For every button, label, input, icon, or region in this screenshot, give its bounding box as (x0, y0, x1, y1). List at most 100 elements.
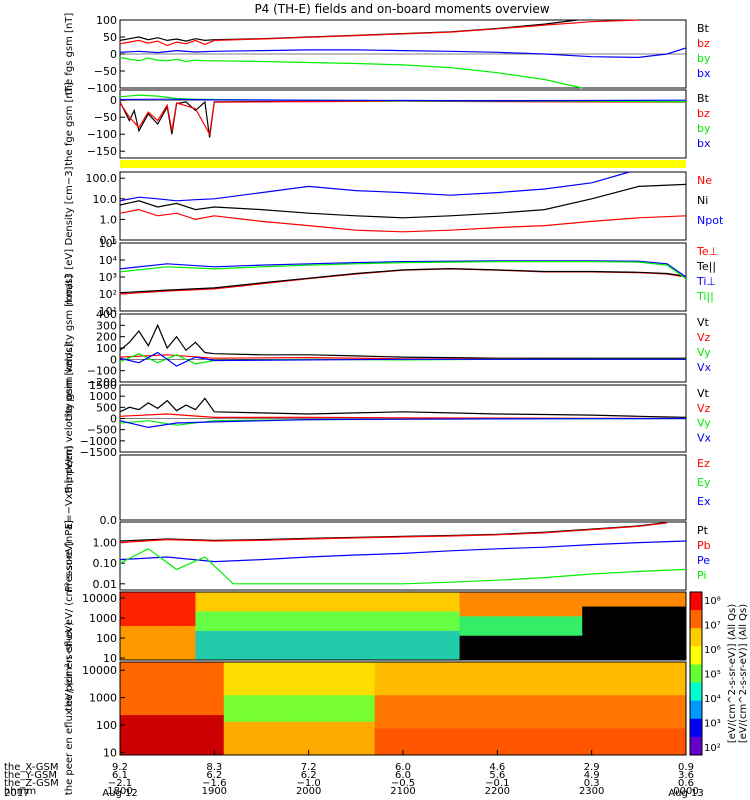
spectrogram-cell (280, 668, 291, 676)
spectrogram-cell (167, 645, 178, 651)
spectrogram-cell (148, 606, 159, 612)
spectrogram-cell (572, 688, 583, 696)
spectrogram-cell (676, 688, 687, 696)
spectrogram-cell (591, 748, 602, 756)
y-tick-label: −100 (87, 128, 117, 141)
spectrogram-cell (610, 681, 621, 690)
spectrogram-cell (365, 668, 376, 676)
spectrogram-cell (346, 668, 357, 676)
spectrogram-cell (563, 681, 574, 690)
spectrogram-cell (487, 616, 498, 622)
spectrogram-cell (233, 606, 244, 612)
spectrogram-cell (421, 596, 432, 603)
spectrogram-cell (619, 721, 630, 729)
spectrogram-cell (601, 596, 612, 603)
spectrogram-cell (535, 688, 545, 696)
spectrogram-cell (233, 701, 244, 709)
spectrogram-cell (223, 668, 234, 676)
spectrogram-cell (148, 635, 159, 642)
spectrogram-cell (252, 630, 262, 637)
spectrogram-cell (478, 645, 489, 651)
y-tick-label: 100 (96, 342, 117, 355)
x-row-value: 6.0 (395, 762, 411, 773)
spectrogram-cell (318, 735, 329, 743)
spectrogram-cell (629, 640, 640, 646)
spectrogram-cell (572, 596, 583, 603)
spectrogram-cell (346, 708, 357, 716)
spectrogram-cell (374, 630, 385, 637)
spectrogram-cell (506, 728, 517, 736)
spectrogram-cell (563, 728, 574, 736)
spectrogram-cell (233, 662, 244, 670)
y-tick-label: −500 (87, 424, 117, 437)
spectrogram-cell (167, 592, 178, 598)
spectrogram-cell (648, 708, 659, 716)
spectrogram-cell (186, 650, 196, 656)
spectrogram-cell (148, 596, 159, 603)
spectrogram-cell (629, 715, 640, 723)
spectrogram-cell (176, 681, 187, 690)
spectrogram-cell (336, 708, 347, 716)
spectrogram-cell (676, 701, 687, 709)
y-tick-label: 100.0 (86, 172, 118, 185)
spectrogram-cell (346, 748, 357, 756)
spectrogram-cell (242, 748, 253, 756)
spectrogram-cell (431, 592, 442, 598)
spectrogram-cell (487, 688, 498, 696)
spectrogram-cell (270, 728, 281, 736)
spectrogram-cell (525, 721, 536, 729)
spectrogram-cell (403, 741, 413, 749)
spectrogram-cell (393, 662, 404, 670)
spectrogram-cell (421, 645, 432, 651)
spectrogram-cell (648, 596, 659, 603)
spectrogram-cell (667, 675, 678, 683)
spectrogram-cell (553, 645, 564, 651)
y-axis-title: the fgs gsm [nT] (64, 13, 75, 96)
spectrogram-cell (535, 621, 545, 627)
spectrogram-cell (289, 675, 300, 683)
spectrogram-cell (525, 621, 536, 627)
spectrogram-cell (638, 650, 649, 656)
spectrogram-cell (336, 601, 347, 608)
spectrogram-cell (676, 735, 687, 743)
spectrogram-cell (299, 701, 310, 709)
spectrogram-cell (431, 640, 442, 646)
spectrogram-cell (393, 640, 404, 646)
spectrogram-cell (478, 715, 489, 723)
spectrogram-cell (138, 650, 149, 656)
spectrogram-cell (280, 626, 291, 632)
spectrogram-cell (318, 596, 329, 603)
spectrogram-cell (157, 601, 168, 608)
spectrogram-cell (355, 635, 366, 642)
spectrogram-cell (280, 635, 291, 642)
spectrogram-cell (365, 592, 376, 598)
spectrogram-cell (676, 681, 687, 690)
spectrogram-cell (544, 640, 555, 646)
spectrogram-cell (506, 721, 517, 729)
spectrogram-cell (299, 721, 310, 729)
spectrogram-cell (176, 721, 187, 729)
spectrogram-cell (374, 655, 385, 661)
spectrogram-cell (176, 695, 187, 703)
spectrogram-cell (582, 592, 593, 598)
spectrogram-cell (318, 630, 329, 637)
spectrogram-cell (572, 675, 583, 683)
spectrogram-cell (582, 695, 593, 703)
spectrogram-cell (497, 635, 508, 642)
colorbar-frame (689, 591, 703, 756)
spectrogram-cell (638, 715, 649, 723)
spectrogram-cell (242, 626, 253, 632)
legend-label: Ez (697, 457, 710, 470)
spectrogram-cell (648, 606, 659, 612)
series-line-Vt (119, 397, 687, 418)
spectrogram-cell (667, 645, 678, 651)
spectrogram-cell (129, 748, 140, 756)
spectrogram-cell (676, 626, 687, 632)
spectrogram-cell (336, 655, 347, 661)
spectrogram-cell (280, 592, 291, 598)
spectrogram-cell (591, 601, 602, 608)
spectrogram-cell (374, 616, 385, 622)
spectrogram-cell (214, 728, 225, 736)
